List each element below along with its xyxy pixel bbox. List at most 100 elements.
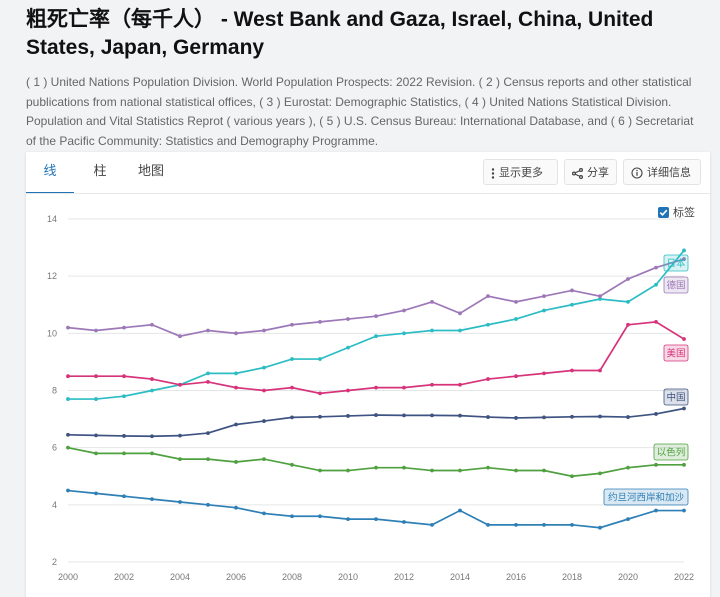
data-point: [654, 462, 658, 467]
show-more-label: 显示更多: [499, 167, 543, 179]
data-point: [206, 457, 210, 461]
data-point: [598, 368, 602, 373]
data-point: [430, 328, 434, 333]
labels-checkbox[interactable]: [658, 206, 669, 218]
data-point: [682, 337, 686, 341]
data-point: [150, 388, 154, 393]
data-point: [150, 497, 154, 502]
data-point: [94, 451, 98, 456]
data-point: [654, 412, 658, 416]
data-point: [598, 471, 602, 476]
data-point: [374, 413, 378, 417]
y-tick-label: 6: [52, 443, 57, 453]
series-line: [68, 249, 685, 400]
data-point: [458, 413, 462, 418]
data-point: [234, 505, 238, 510]
data-point: [290, 462, 294, 467]
data-point: [94, 374, 98, 379]
data-point: [290, 385, 294, 390]
data-point: [682, 406, 686, 411]
data-point: [514, 299, 518, 304]
data-point: [542, 522, 546, 527]
data-point: [626, 277, 630, 281]
data-point: [66, 374, 70, 379]
data-point: [486, 415, 490, 419]
data-point: [654, 508, 658, 513]
data-point: [346, 517, 350, 522]
x-tick-label: 2016: [506, 572, 526, 582]
sources-note: ( 1 ) United Nations Population Division…: [26, 75, 694, 148]
data-point: [94, 397, 98, 401]
data-point: [290, 415, 294, 420]
x-tick-label: 2002: [114, 572, 134, 582]
data-point: [514, 468, 518, 473]
labels-toggle[interactable]: 标签: [658, 204, 695, 220]
data-point: [374, 334, 378, 339]
share-button[interactable]: 分享: [564, 159, 617, 185]
data-point: [374, 385, 378, 390]
data-point: [430, 522, 434, 527]
x-tick-label: 2018: [562, 572, 582, 582]
series-line: [68, 321, 685, 395]
data-point: [150, 451, 154, 456]
data-point: [514, 317, 518, 321]
data-point: [402, 385, 406, 390]
details-button[interactable]: 详细信息: [623, 159, 701, 185]
series-end-label-box: [653, 443, 689, 461]
data-point: [318, 357, 322, 361]
line-chart: 2 4 6 8 10 12 14 2000 2002 2004 2006 2008 2010 2012 20…: [47, 214, 694, 582]
chart-card: 线 柱 地图 显示更多 分享 详细信息 标签 2 4 6 8 10 12 14 2000 200…: [26, 152, 710, 597]
y-tick-label: 2: [52, 557, 57, 567]
series-end-label: 以色列: [657, 447, 686, 459]
data-point: [122, 434, 126, 438]
data-point: [458, 508, 462, 513]
data-point: [94, 491, 98, 496]
data-point: [66, 325, 70, 330]
data-point: [570, 288, 574, 293]
data-point: [598, 414, 602, 419]
series-end-label-box: [603, 488, 689, 506]
tab-map[interactable]: 地图: [137, 163, 164, 178]
series-end-label: 德国: [666, 280, 685, 292]
data-point: [486, 294, 490, 299]
data-point: [178, 457, 182, 461]
x-tick-label: 2008: [282, 572, 302, 582]
data-point: [542, 415, 546, 420]
tab-divider: [26, 193, 710, 194]
share-icon: [572, 167, 583, 179]
data-point: [626, 415, 630, 419]
tab-bar[interactable]: 柱: [93, 163, 107, 178]
x-tick-label: 2014: [450, 572, 470, 582]
data-point: [234, 385, 238, 390]
data-point: [430, 468, 434, 473]
data-point: [234, 371, 238, 376]
y-tick-label: 4: [52, 500, 57, 510]
data-point: [514, 416, 518, 420]
data-point: [122, 394, 126, 399]
data-point: [318, 468, 322, 473]
data-point: [682, 257, 686, 261]
y-tick-label: 12: [47, 271, 57, 281]
series-line: [67, 407, 685, 438]
data-point: [598, 525, 602, 530]
data-point: [318, 414, 322, 419]
data-point: [346, 317, 350, 321]
show-more-button[interactable]: 显示更多: [483, 159, 558, 185]
data-point: [318, 320, 322, 324]
data-point: [318, 391, 322, 396]
x-tick-label: 2020: [618, 572, 638, 582]
data-point: [570, 368, 574, 373]
data-point: [122, 325, 126, 330]
data-point: [290, 514, 294, 519]
data-point: [346, 414, 350, 418]
data-point: [346, 345, 350, 350]
data-point: [178, 500, 182, 504]
labels-toggle-label: 标签: [673, 207, 695, 219]
x-tick-label: 2010: [338, 572, 358, 582]
data-point: [122, 494, 126, 499]
data-point: [402, 331, 406, 336]
data-point: [542, 294, 546, 299]
data-point: [430, 299, 434, 304]
data-point: [262, 365, 266, 370]
data-point: [486, 377, 490, 381]
